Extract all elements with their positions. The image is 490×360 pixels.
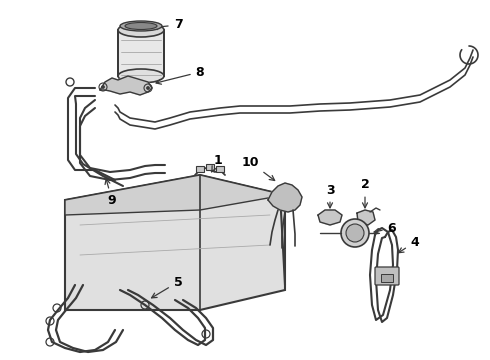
Circle shape xyxy=(101,85,104,89)
Text: 3: 3 xyxy=(326,184,334,208)
Circle shape xyxy=(341,219,369,247)
Polygon shape xyxy=(318,210,342,225)
Text: 5: 5 xyxy=(151,275,182,298)
FancyBboxPatch shape xyxy=(196,166,204,172)
Polygon shape xyxy=(357,210,375,225)
Text: 8: 8 xyxy=(156,66,204,84)
FancyBboxPatch shape xyxy=(375,267,399,285)
Ellipse shape xyxy=(118,23,164,37)
Ellipse shape xyxy=(118,69,164,83)
Polygon shape xyxy=(268,183,302,212)
Polygon shape xyxy=(100,76,152,95)
Circle shape xyxy=(346,224,364,242)
Polygon shape xyxy=(118,30,164,76)
FancyBboxPatch shape xyxy=(206,164,214,170)
Ellipse shape xyxy=(120,21,162,31)
Text: 9: 9 xyxy=(105,179,116,207)
Text: 2: 2 xyxy=(361,179,369,208)
Text: 7: 7 xyxy=(152,18,182,31)
Circle shape xyxy=(147,86,149,90)
Text: 6: 6 xyxy=(374,221,396,234)
Polygon shape xyxy=(65,175,285,215)
Text: 1: 1 xyxy=(212,153,222,172)
Text: 4: 4 xyxy=(398,235,419,253)
Ellipse shape xyxy=(125,22,157,30)
Text: 10: 10 xyxy=(241,156,275,180)
FancyBboxPatch shape xyxy=(381,274,393,282)
FancyBboxPatch shape xyxy=(216,166,224,172)
Polygon shape xyxy=(65,175,285,310)
